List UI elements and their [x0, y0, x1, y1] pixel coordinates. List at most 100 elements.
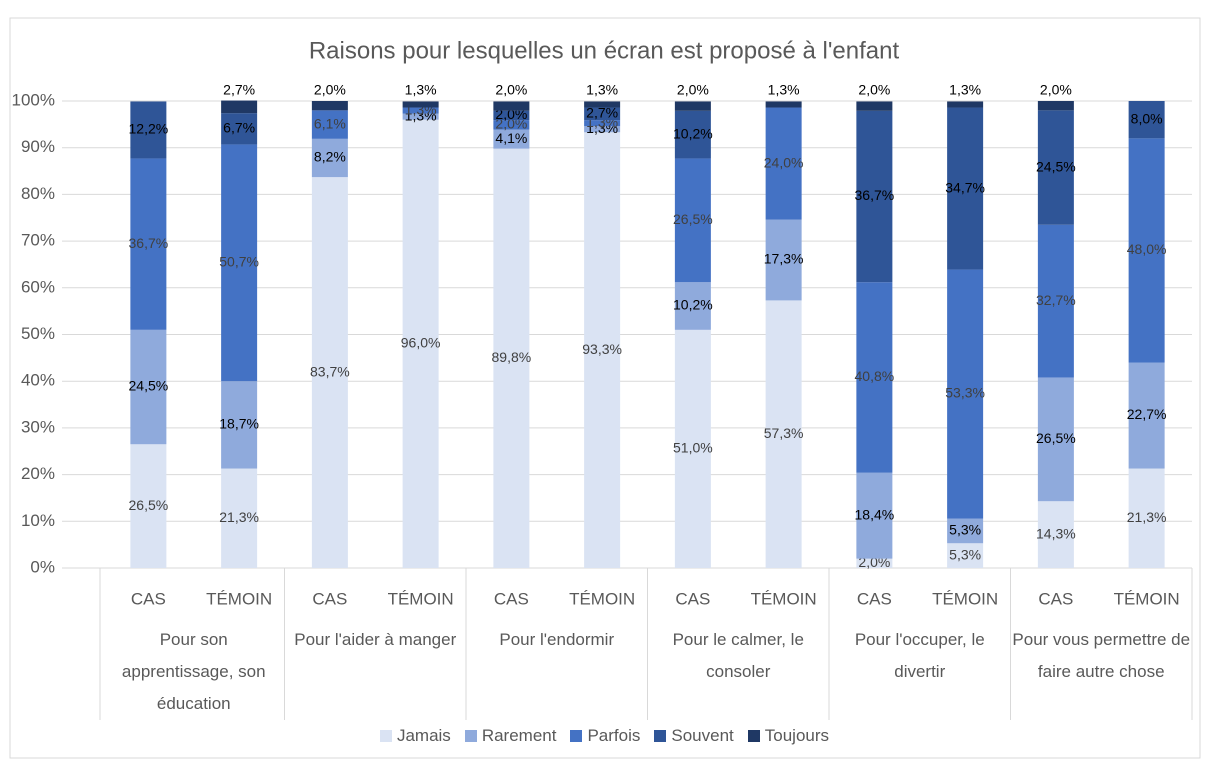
legend-label: Souvent [671, 726, 734, 745]
bar-segment [493, 148, 530, 568]
bar-segment [947, 543, 984, 568]
bar-segment [584, 120, 621, 127]
bar-segment [765, 219, 802, 301]
data-label: 34,7% [945, 179, 985, 195]
data-label: 89,8% [492, 349, 532, 365]
x-tick-label: TÉMOIN [751, 589, 817, 608]
data-label: 1,3% [768, 82, 800, 98]
x-tick-label: TÉMOIN [388, 589, 454, 608]
data-label: 2,0% [858, 82, 890, 98]
data-label: 18,4% [855, 506, 895, 522]
data-label: 4,1% [495, 130, 527, 146]
legend-item: Jamais [379, 726, 451, 746]
bar-segment [765, 300, 802, 568]
legend-item: Souvent [654, 726, 734, 746]
data-label: 22,7% [1127, 406, 1167, 422]
bar-segment [493, 129, 530, 149]
x-tick-label: CAS [1038, 589, 1073, 608]
bar-segment [130, 444, 167, 568]
bar-segment [947, 518, 984, 544]
data-label: 26,5% [673, 211, 713, 227]
bar-segment [221, 468, 258, 568]
bar-segment [311, 138, 348, 178]
bar-segment [1037, 224, 1074, 378]
data-label: 40,8% [855, 368, 895, 384]
data-label: 2,7% [223, 82, 255, 98]
data-label: 21,3% [1127, 509, 1167, 525]
bar-segment [402, 107, 439, 114]
y-tick-label: 30% [21, 417, 55, 436]
bar-segment [1037, 110, 1074, 225]
data-label: 93,3% [582, 341, 622, 357]
y-tick-label: 20% [21, 464, 55, 483]
legend-swatch [379, 730, 392, 742]
group-label: Pour l'aider à manger [294, 630, 457, 649]
bar-segment [1128, 468, 1165, 568]
bar-segment [856, 472, 893, 559]
y-tick-label: 80% [21, 184, 55, 203]
x-tick-label: TÉMOIN [569, 589, 635, 608]
data-label: 2,0% [1040, 82, 1072, 98]
y-tick-label: 50% [21, 324, 55, 343]
data-label: 2,0% [495, 82, 527, 98]
data-label: 1,3% [586, 82, 618, 98]
bar-segment [765, 107, 802, 220]
legend-item: Toujours [747, 726, 830, 746]
bar-segment [221, 144, 258, 382]
data-label: 14,3% [1036, 525, 1076, 541]
bar-segment [311, 101, 348, 111]
x-tick-label: CAS [312, 589, 347, 608]
data-label: 24,5% [129, 378, 169, 394]
bar-segment [584, 126, 621, 133]
data-label: 12,2% [129, 121, 169, 137]
y-tick-label: 60% [21, 277, 55, 296]
x-tick-label: TÉMOIN [1114, 589, 1180, 608]
bar-segment [1128, 362, 1165, 469]
data-label: 21,3% [219, 509, 259, 525]
y-tick-label: 90% [21, 137, 55, 156]
data-label: 96,0% [401, 335, 441, 351]
data-label: 48,0% [1127, 241, 1167, 257]
bar-segment [221, 113, 258, 145]
data-label: 36,7% [129, 235, 169, 251]
bar-segment [1128, 138, 1165, 363]
data-label: 10,2% [673, 297, 713, 313]
bar-segment [130, 329, 167, 445]
legend-label: Parfois [587, 726, 641, 745]
bar-segment [311, 177, 348, 568]
data-label: 57,3% [764, 425, 804, 441]
y-tick-label: 100% [12, 90, 55, 109]
bar-segment [765, 101, 802, 108]
bar-segment [130, 101, 167, 159]
legend-label: Toujours [764, 726, 830, 745]
x-tick-label: CAS [675, 589, 710, 608]
bar-segment [402, 101, 439, 108]
bar-segment [674, 110, 711, 159]
legend-swatch [570, 730, 583, 742]
y-tick-label: 10% [21, 511, 55, 530]
bar-segment [221, 381, 258, 469]
bar-segment [947, 107, 984, 270]
bar-segment [856, 558, 893, 568]
data-label: 8,2% [314, 149, 346, 165]
data-label: 36,7% [855, 187, 895, 203]
legend-swatch [464, 730, 477, 742]
bar-segment [221, 100, 258, 114]
bar-segment [856, 110, 893, 283]
data-label: 5,3% [949, 522, 981, 538]
data-label: 18,7% [219, 416, 259, 432]
legend-label: Jamais [396, 726, 451, 745]
x-tick-label: CAS [131, 589, 166, 608]
chart-border [9, 17, 1201, 759]
bar-segment [674, 282, 711, 330]
group-label: Pour le calmer, le consoler [672, 630, 804, 681]
group-label: Pour l'endormir [499, 630, 615, 649]
data-label: 32,7% [1036, 292, 1076, 308]
bar-segment [402, 119, 439, 569]
bar-segment [493, 101, 530, 111]
data-label: 24,0% [764, 154, 804, 170]
chart-title: Raisons pour lesquelles un écran est pro… [309, 37, 900, 64]
bar-segment [856, 101, 893, 111]
